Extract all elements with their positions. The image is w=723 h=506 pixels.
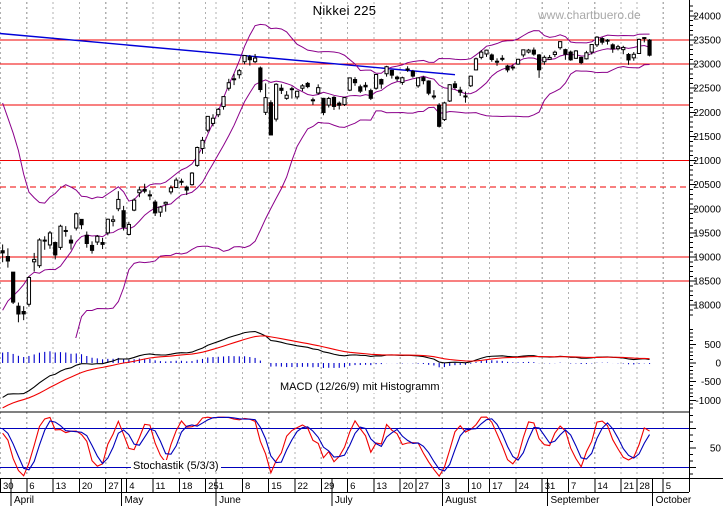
macd-axis-label: -1000 <box>695 396 721 407</box>
week-label: 29 <box>324 481 335 492</box>
price-axis-label: 20500 <box>693 180 721 191</box>
ma-line <box>2 45 650 311</box>
week-label: 13 <box>376 481 387 492</box>
price-axis-label: 19500 <box>693 228 721 239</box>
month-label: May <box>124 495 143 506</box>
x-axis: 30 6 13 20 27 4 11 18 25 1 8 15 22 29 6 13 20 27 3 10 17 24 31… <box>0 478 692 506</box>
month-label: September <box>550 495 600 506</box>
week-label: 20 <box>403 481 414 492</box>
week-label: 1 <box>219 481 224 492</box>
week-label: 14 <box>597 481 608 492</box>
macd-signal-line <box>2 335 650 409</box>
week-label: 31 <box>545 481 556 492</box>
week-label: 27 <box>108 481 119 492</box>
stoch-panel-label: Stochastik (5/3/3) <box>131 460 221 472</box>
week-label: 21 <box>624 481 635 492</box>
macd-axis-label: 0 <box>715 359 721 370</box>
month-label: June <box>219 495 241 506</box>
stoch-axis-label: 50 <box>710 444 722 455</box>
month-label: April <box>14 495 34 506</box>
week-label: 17 <box>492 481 503 492</box>
month-label: October <box>656 495 692 506</box>
price-axis-label: 22000 <box>693 108 721 119</box>
price-axis-label: 24000 <box>693 11 721 22</box>
grid-layer <box>0 2 664 477</box>
bollinger-upper-line <box>2 23 650 204</box>
price-axis-label: 23500 <box>693 36 721 47</box>
macd-histogram <box>2 351 651 368</box>
week-label: 20 <box>82 481 93 492</box>
month-label: August <box>445 495 476 506</box>
price-axis-label: 18000 <box>693 301 721 312</box>
week-label: 28 <box>639 481 650 492</box>
macd-panel-label: MACD (12/26/9) mit Histogramm <box>278 381 442 393</box>
bollinger-bands <box>2 23 650 338</box>
stochastic-d-line <box>2 416 651 472</box>
bollinger-lower-line <box>75 63 650 338</box>
macd-axis-label: -500 <box>701 377 721 388</box>
week-label: 4 <box>129 481 134 492</box>
price-axis-label: 21000 <box>693 156 721 167</box>
week-label: 11 <box>156 481 166 492</box>
week-label: 24 <box>518 481 529 492</box>
price-levels <box>0 39 689 282</box>
panel-separators <box>0 0 723 494</box>
week-label: 22 <box>298 481 309 492</box>
watermark-link[interactable]: www.chartbuero.de <box>538 8 641 22</box>
week-label: 3 <box>445 481 450 492</box>
macd-axis-label: 500 <box>704 340 721 351</box>
week-label: 25 <box>208 481 219 492</box>
trendlines <box>0 32 456 76</box>
chart-title: Nikkei 225 <box>312 3 377 18</box>
month-label: July <box>335 495 353 506</box>
week-label: 18 <box>182 481 193 492</box>
week-label: 10 <box>471 481 482 492</box>
y-axis-price: 18000 18500 19000 19500 20000 20500 21000 21500… <box>689 5 721 316</box>
macd-lines <box>2 330 650 409</box>
week-label: 5 <box>666 481 671 492</box>
week-label: 15 <box>271 481 282 492</box>
candlesticks <box>0 36 652 323</box>
price-axis-label: 21500 <box>693 132 721 143</box>
price-axis-label: 23000 <box>693 60 721 71</box>
stochastic-k-line <box>2 416 650 477</box>
price-axis-label: 19000 <box>693 253 721 264</box>
price-axis-label: 18500 <box>693 277 721 288</box>
week-label: 30 <box>3 481 14 492</box>
stochastic-lines <box>2 416 651 477</box>
y-axis-macd: 500 0 -500 -1000 <box>689 328 721 409</box>
week-label: 7 <box>571 481 576 492</box>
week-label: 27 <box>419 481 430 492</box>
week-label: 13 <box>56 481 67 492</box>
week-label: 8 <box>245 481 250 492</box>
price-axis-label: 22500 <box>693 84 721 95</box>
week-label: 6 <box>29 481 34 492</box>
week-label: 6 <box>350 481 355 492</box>
price-axis-label: 20000 <box>693 204 721 215</box>
y-axis-stoch: 50 <box>689 414 722 475</box>
